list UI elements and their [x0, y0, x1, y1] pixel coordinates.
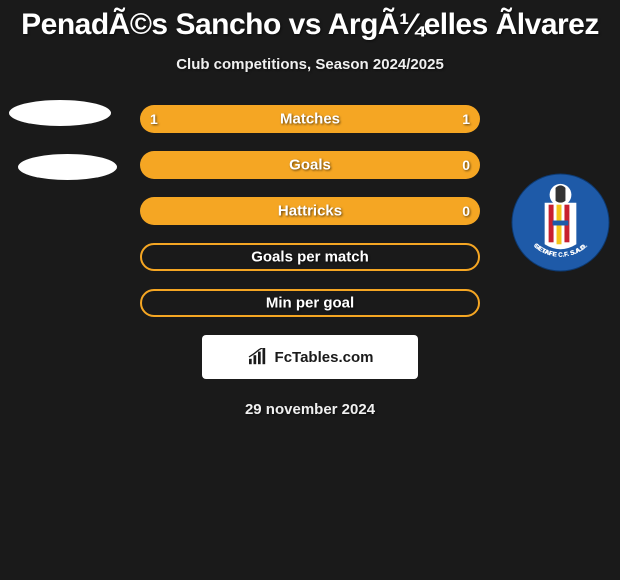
ellipse-shape — [18, 154, 117, 180]
stat-row-matches: 1 Matches 1 — [140, 105, 480, 133]
branding-box[interactable]: FcTables.com — [202, 335, 418, 379]
stat-label: Matches — [280, 111, 340, 128]
player1-avatar-placeholder — [9, 105, 117, 180]
comparison-title: PenadÃ©s Sancho vs ArgÃ¼elles Ãlvarez — [21, 8, 599, 42]
stat-label: Goals per match — [251, 249, 369, 266]
player2-club-badge: GETAFE C.F. S.A.D. GETAFE C.F. S.A.D. — [511, 173, 610, 272]
branding-text: FcTables.com — [275, 349, 374, 366]
stat-row-hattricks: Hattricks 0 — [140, 197, 480, 225]
footer-date: 29 november 2024 — [245, 401, 375, 418]
stat-label: Goals — [289, 157, 331, 174]
comparison-subtitle: Club competitions, Season 2024/2025 — [176, 56, 444, 73]
stat-label: Hattricks — [278, 203, 342, 220]
stats-bars: 1 Matches 1 Goals 0 Hattricks 0 G — [140, 105, 480, 317]
stat-right-value: 0 — [462, 203, 470, 219]
ellipse-shape — [9, 100, 111, 126]
stat-right-value: 1 — [462, 111, 470, 127]
stat-label: Min per goal — [266, 295, 354, 312]
stat-row-goals-per-match: Goals per match — [140, 243, 480, 271]
stat-row-goals: Goals 0 — [140, 151, 480, 179]
getafe-badge-icon: GETAFE C.F. S.A.D. GETAFE C.F. S.A.D. — [511, 173, 610, 272]
stats-section: GETAFE C.F. S.A.D. GETAFE C.F. S.A.D. 1 … — [0, 105, 620, 317]
stat-left-value: 1 — [150, 111, 158, 127]
bar-chart-icon — [247, 348, 269, 366]
stat-row-min-per-goal: Min per goal — [140, 289, 480, 317]
stat-right-value: 0 — [462, 157, 470, 173]
